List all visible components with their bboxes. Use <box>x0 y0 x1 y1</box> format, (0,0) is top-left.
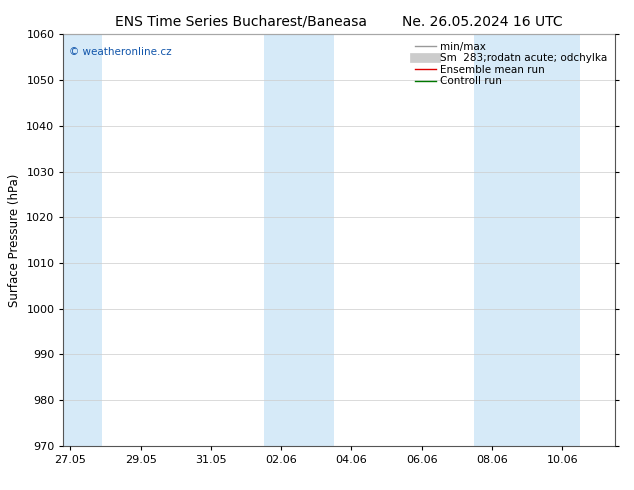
Bar <box>264 34 334 446</box>
Legend: min/max, Sm  283;rodatn acute; odchylka, Ensemble mean run, Controll run: min/max, Sm 283;rodatn acute; odchylka, … <box>413 40 610 88</box>
Text: © weatheronline.cz: © weatheronline.cz <box>69 47 172 57</box>
Title: ENS Time Series Bucharest/Baneasa        Ne. 26.05.2024 16 UTC: ENS Time Series Bucharest/Baneasa Ne. 26… <box>115 15 563 29</box>
Bar <box>474 34 580 446</box>
Y-axis label: Surface Pressure (hPa): Surface Pressure (hPa) <box>8 173 21 307</box>
Bar <box>63 34 102 446</box>
